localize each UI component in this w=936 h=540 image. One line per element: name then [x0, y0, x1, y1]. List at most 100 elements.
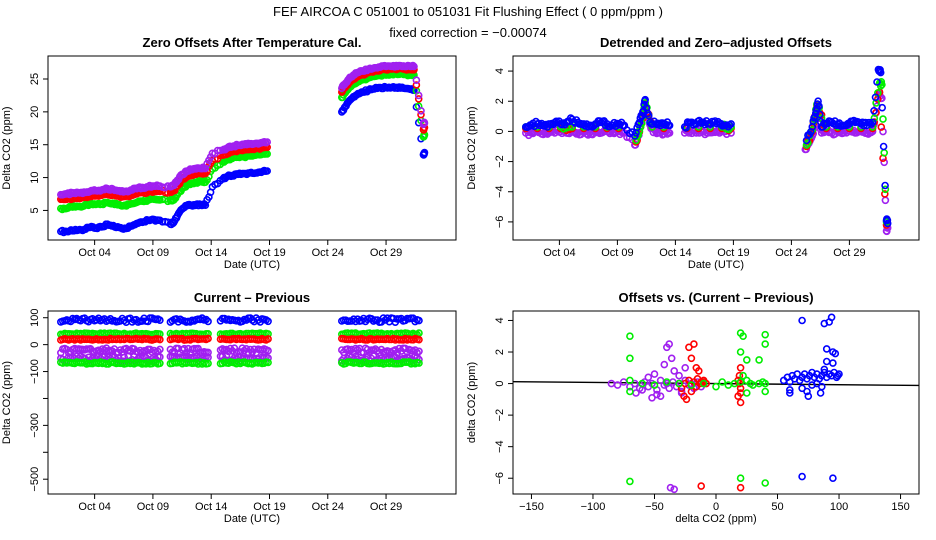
y-axis-label: Delta CO2 (ppm): [1, 361, 13, 444]
data-point: [879, 127, 887, 136]
data-point: [873, 78, 881, 86]
y-tick-label: 4: [494, 68, 506, 74]
x-tick-label: Oct 09: [137, 247, 169, 259]
panel-title: Zero Offsets After Temperature Cal.: [143, 35, 362, 50]
data-point: [815, 110, 824, 119]
y-tick-label: 0: [494, 381, 506, 387]
plot-frame: [47, 310, 457, 495]
series-green: [626, 329, 770, 487]
data-point: [412, 81, 421, 89]
data-point: [198, 314, 206, 322]
data-point: [881, 196, 890, 205]
data-point: [883, 219, 892, 228]
x-tick-label: 150: [891, 501, 909, 513]
data-point: [409, 61, 417, 70]
data-point: [870, 107, 878, 115]
y-tick-label: −2: [494, 409, 506, 422]
data-point: [702, 379, 711, 388]
plot-marks: [56, 314, 423, 368]
x-tick-label: Oct 04: [78, 501, 110, 513]
series-purple: [521, 90, 892, 236]
data-point: [736, 363, 745, 372]
x-tick-label: Oct 29: [370, 247, 402, 259]
x-tick-label: Oct 04: [543, 247, 575, 259]
data-point: [761, 479, 770, 487]
data-point: [761, 379, 770, 388]
data-point: [263, 138, 272, 146]
x-tick-label: Oct 09: [601, 247, 633, 259]
series-blue: [56, 314, 423, 327]
plot-marks: [513, 313, 919, 494]
data-point: [263, 167, 272, 175]
y-tick-label: 25: [29, 73, 41, 85]
data-point: [415, 359, 423, 367]
data-point: [182, 348, 191, 357]
data-point: [829, 474, 837, 483]
data-point: [755, 356, 763, 364]
x-axis-label: delta CO2 (ppm): [675, 513, 756, 525]
data-point: [881, 185, 890, 194]
data-point: [264, 317, 272, 326]
series-purple: [607, 340, 708, 494]
data-point: [680, 392, 688, 401]
data-point: [675, 379, 683, 388]
data-point: [635, 118, 644, 127]
data-point: [665, 340, 674, 348]
panel-zero-offsets: Zero Offsets After Temperature Cal. Oct 0…: [1, 35, 457, 271]
data-point: [870, 114, 879, 122]
data-point: [803, 387, 811, 396]
data-point: [626, 332, 634, 341]
data-point: [718, 378, 727, 386]
data-point: [644, 373, 653, 382]
series-purple: [56, 61, 429, 199]
data-point: [876, 82, 885, 90]
data-point: [881, 181, 889, 190]
data-point: [656, 392, 665, 401]
panel-offsets-vs-difference: Offsets vs. (Current – Previous) −150 −100…: [466, 290, 920, 525]
data-point: [739, 371, 747, 380]
x-tick-label: −100: [581, 501, 606, 513]
data-point: [204, 334, 212, 343]
data-point: [681, 376, 690, 385]
series-blue: [56, 82, 429, 237]
data-point: [204, 317, 212, 326]
data-point: [742, 356, 751, 364]
panel-detrended-offsets: Detrended and Zero–adjusted Offsets Oct 0…: [466, 35, 920, 271]
data-point: [699, 379, 708, 388]
data-point: [156, 335, 164, 344]
y-tick-label: 2: [494, 349, 506, 355]
data-point: [829, 359, 837, 367]
x-tick-label: Oct 19: [253, 247, 285, 259]
data-point: [264, 358, 272, 367]
series-blue: [521, 65, 892, 228]
data-point: [650, 370, 659, 378]
data-point: [825, 318, 834, 326]
data-point: [736, 483, 745, 492]
data-point: [641, 95, 650, 104]
data-point: [180, 344, 189, 353]
y-tick-label: −100: [29, 359, 41, 384]
data-point: [798, 316, 806, 325]
data-point: [650, 381, 659, 389]
data-point: [417, 110, 425, 119]
x-tick-label: Oct 04: [78, 247, 110, 259]
data-point: [690, 340, 698, 348]
data-point: [798, 472, 806, 481]
data-point: [865, 118, 874, 127]
data-point: [761, 387, 770, 396]
y-tick-label: −4: [494, 440, 506, 453]
x-tick-label: Oct 09: [137, 501, 169, 513]
data-point: [880, 190, 889, 198]
series-red: [677, 340, 745, 492]
data-point: [761, 340, 770, 348]
data-point: [785, 386, 794, 394]
plot-frame: [512, 55, 920, 241]
data-point: [156, 316, 164, 325]
x-axis-label: Date (UTC): [224, 513, 280, 525]
data-point: [377, 318, 386, 326]
data-point: [415, 335, 423, 344]
y-tick-label: 0: [29, 342, 41, 348]
data-point: [420, 148, 429, 157]
plot-frame: [47, 55, 457, 241]
